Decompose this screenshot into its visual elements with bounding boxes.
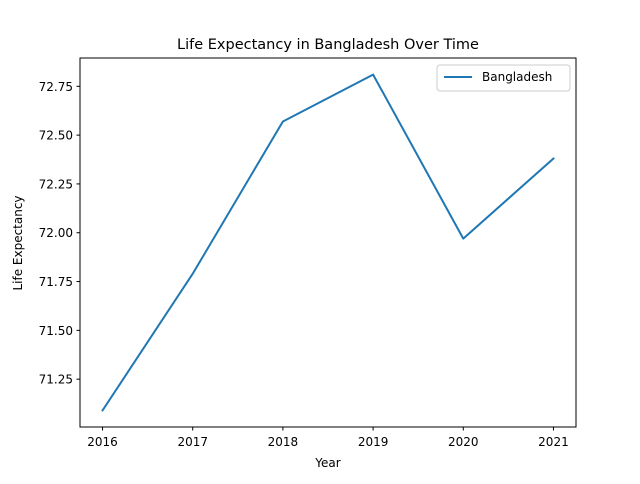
x-tick-label: 2017: [177, 435, 208, 449]
x-tick-label: 2018: [268, 435, 299, 449]
y-tick-label: 71.75: [39, 275, 73, 289]
x-tick-label: 2020: [448, 435, 479, 449]
y-tick-label: 71.25: [39, 373, 73, 387]
y-tick-label: 72.75: [39, 80, 73, 94]
x-tick-label: 2019: [358, 435, 389, 449]
x-tick-label: 2021: [538, 435, 569, 449]
x-axis-label: Year: [314, 456, 340, 470]
y-tick-label: 72.25: [39, 177, 73, 191]
chart-title: Life Expectancy in Bangladesh Over Time: [177, 37, 479, 53]
legend-label: Bangladesh: [482, 70, 552, 84]
y-tick-label: 72.50: [39, 129, 73, 143]
y-axis-label: Life Expectancy: [11, 195, 25, 290]
legend: Bangladesh: [437, 65, 570, 91]
y-tick-label: 71.50: [39, 324, 73, 338]
y-tick-label: 72.00: [39, 226, 73, 240]
x-tick-label: 2016: [87, 435, 118, 449]
